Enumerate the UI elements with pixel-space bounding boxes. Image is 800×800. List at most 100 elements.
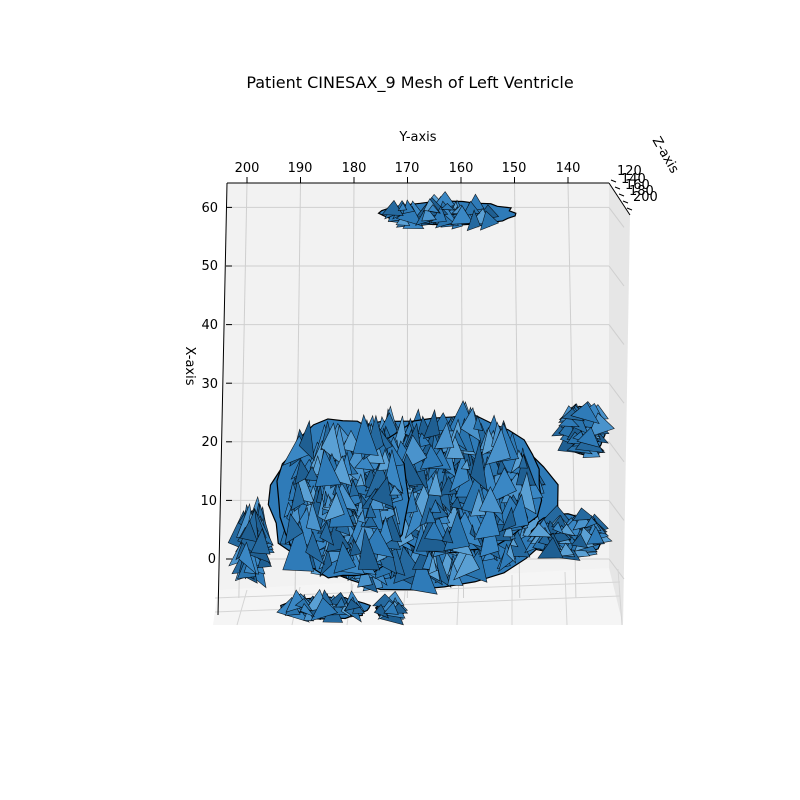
mesh-main-lobe-right-facet <box>460 458 470 470</box>
y-tick-label: 200 <box>235 161 260 176</box>
mesh-right-ledge-facet <box>557 542 575 557</box>
mesh-right-ledge-facet <box>527 522 553 538</box>
mesh-right-ledge-facet <box>586 525 605 545</box>
mesh-main-lobe-right-facet <box>473 500 501 540</box>
mesh-bottom-piece-facet <box>335 596 346 608</box>
mesh-main-lobe-left-facet <box>294 458 311 485</box>
mesh-main-lobe-left-facet <box>290 478 305 512</box>
mesh-main-lobe-right-facet <box>404 502 425 539</box>
mesh-right-ledge <box>524 505 613 561</box>
x-tick-label: 0 <box>208 552 216 567</box>
y-axis-label: Y-axis <box>398 130 436 145</box>
z-tick <box>614 186 621 190</box>
mesh-main-body-facet <box>509 537 519 548</box>
x-axis-line <box>217 182 228 616</box>
mesh-main-lobe-left-facet <box>352 413 379 456</box>
mesh-right-ledge-facet <box>537 536 564 559</box>
mesh-main-lobe-left-facet <box>370 476 394 508</box>
axis-lines <box>217 182 631 616</box>
mesh-upper-slice-facet <box>381 199 404 216</box>
x-tick-label: 30 <box>201 377 218 392</box>
mesh-main-lobe-left-facet <box>319 521 335 546</box>
mesh-main-lobe-left-facet <box>284 513 304 545</box>
mesh-main-lobe-left-facet <box>349 539 362 557</box>
mesh-left-fragment-facet <box>239 519 258 543</box>
mesh-main-lobe-right-facet <box>469 523 476 539</box>
mesh-upper-slice-facet <box>462 200 481 217</box>
mesh-main-lobe-right-facet <box>450 496 463 510</box>
z-tick-label: 180 <box>629 184 654 199</box>
mesh-right-lobe <box>551 401 615 459</box>
x-tick-labels: 0 10 20 30 40 50 60 <box>200 201 218 567</box>
mesh-main-lobe-left-facet <box>363 513 378 528</box>
floor-grid-line <box>456 577 460 626</box>
mesh-main-lobe-left-facet <box>355 473 365 487</box>
mesh-right-ledge-facet <box>572 507 597 521</box>
tick-marks <box>226 177 633 560</box>
mesh-main-lobe-left-facet <box>282 520 315 572</box>
mesh-main-lobe-left-facet <box>323 491 345 522</box>
x-tick-label: 40 <box>201 318 218 333</box>
mesh-main-lobe-left-facet <box>305 530 325 566</box>
y-tick-label: 190 <box>288 161 313 176</box>
y-tick-label: 150 <box>502 161 527 176</box>
mesh-main-body-facet <box>506 542 517 564</box>
z-tick-label: 140 <box>621 172 646 187</box>
mesh-main-lobe-right-facet <box>501 506 517 532</box>
mesh-bottom-piece-facet <box>344 598 362 612</box>
x-tick-label: 20 <box>201 435 218 450</box>
mesh-upper-slice-facet <box>479 210 500 231</box>
side-pane <box>609 183 630 625</box>
z-axis-line <box>608 182 631 216</box>
x-grid-line-side <box>608 207 625 228</box>
y-tick-label: 170 <box>395 161 420 176</box>
mesh-right-lobe-facet <box>586 412 615 438</box>
mesh-bottom-shard-facet <box>383 601 399 615</box>
mesh-right-ledge-facet <box>583 516 598 529</box>
mesh-bottom-shard <box>372 590 409 626</box>
mesh-main-lobe-right-facet <box>423 408 441 439</box>
z-tick <box>610 179 617 183</box>
mesh-upper-slice-facet <box>397 202 408 211</box>
z-axis-label: Z-axis <box>649 134 682 176</box>
mesh-left-fragment-facet <box>238 541 257 575</box>
x-grid-line-side <box>608 441 625 463</box>
mesh-left-fragment <box>227 495 275 589</box>
floor-grid-line <box>617 568 623 626</box>
mesh-right-lobe-facet <box>558 415 580 428</box>
mesh-main-lobe-left-facet <box>298 419 315 462</box>
mesh-upper-slice-facet <box>450 205 474 225</box>
mesh-main-lobe-right-facet <box>427 469 443 497</box>
mesh-upper-slice-facet <box>440 202 456 211</box>
mesh-bottom-piece-facet <box>310 597 339 622</box>
y-tick-label: 180 <box>342 161 367 176</box>
mesh-main-lobe-left <box>276 413 410 579</box>
z-tick <box>618 193 625 197</box>
mesh-main-lobe-left-facet <box>348 478 360 497</box>
x-grid-line-side <box>608 500 625 521</box>
mesh-upper-slice <box>377 191 517 232</box>
mesh-main-lobe-right-facet <box>510 449 525 474</box>
mesh-main-lobe-right-facet <box>478 486 504 514</box>
mesh-main-lobe-right-facet <box>429 499 442 513</box>
floor-grid-line <box>236 589 248 626</box>
x-grid-line-side <box>608 265 625 287</box>
z-tick <box>622 200 629 204</box>
mesh-main-lobe-left-facet <box>305 500 322 532</box>
mesh-main-lobe-left-facet <box>314 448 342 488</box>
mesh-bottom-shard-facet <box>373 603 390 619</box>
mesh-bottom-piece-facet <box>300 603 316 618</box>
mesh-right-lobe-facet <box>570 402 600 424</box>
z-tick-label: 160 <box>625 178 650 193</box>
mesh-right-ledge-facet <box>552 521 564 535</box>
y-tick-label: 140 <box>556 161 581 176</box>
mesh-main-lobe-right-facet <box>470 441 488 492</box>
mesh-main-body-facet <box>453 548 481 581</box>
chart-title: Patient CINESAX_9 Mesh of Left Ventricle <box>246 73 573 93</box>
mesh-right-lobe-facet <box>576 426 601 448</box>
mesh-bottom-piece <box>276 588 372 623</box>
x-grid-line-side <box>608 558 625 580</box>
mesh-main-lobe-right-facet <box>518 453 528 469</box>
z-tick-label: 120 <box>617 164 642 179</box>
